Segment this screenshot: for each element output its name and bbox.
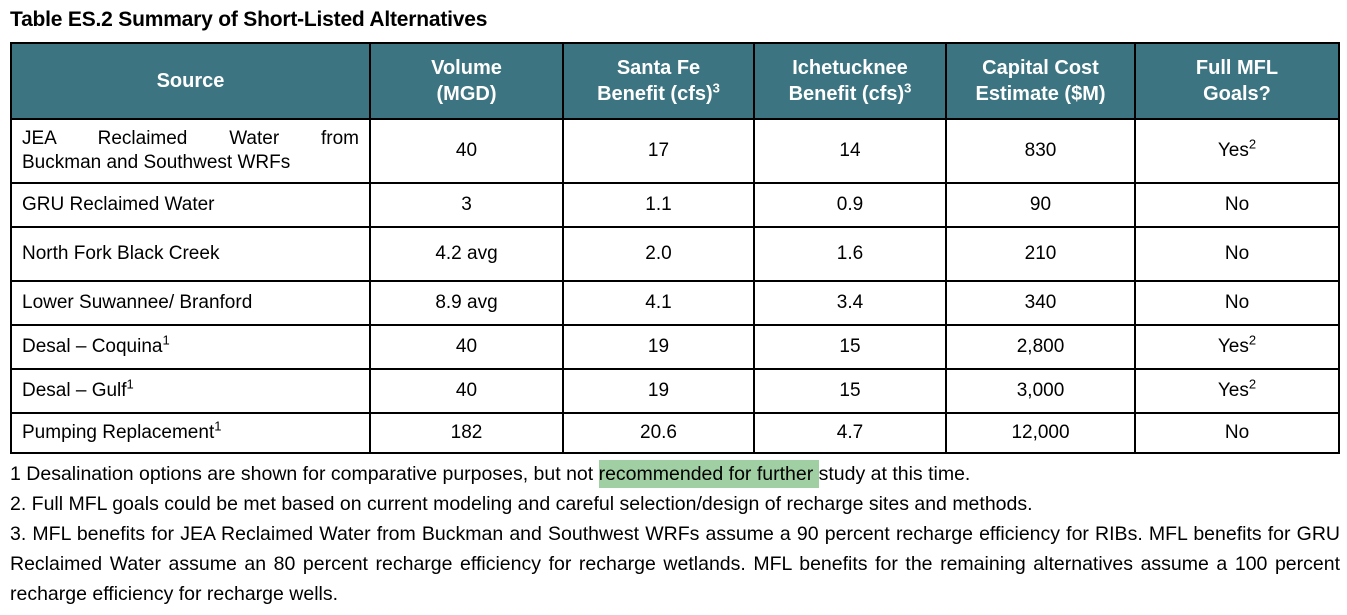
header-row: Source Volume (MGD) Santa Fe Benefit (cf… [10,42,1340,120]
santa-fe-benefit-cell: 19 [562,324,755,370]
header-label: Benefit (cfs)3 [788,80,912,105]
footnote-1-pre: 1 Desalination options are shown for com… [10,463,599,485]
table-body: JEA Reclaimed Water from Buckman and Sou… [10,118,1340,454]
header-label: Benefit (cfs)3 [597,80,720,105]
mfl-goals-cell: No [1134,182,1340,228]
table-row-desal-gulf: Desal – Gulf1 40 19 15 3,000 Yes2 [10,368,1340,414]
table-header: Source Volume (MGD) Santa Fe Benefit (cf… [10,42,1340,120]
table-row-jea-reclaimed: JEA Reclaimed Water from Buckman and Sou… [10,118,1340,184]
volume-cell: 40 [369,324,564,370]
source-text-line1: JEA Reclaimed Water from [22,128,359,149]
volume-cell: 40 [369,368,564,414]
footnote-2: 2. Full MFL goals could be met based on … [10,493,1033,515]
source-cell: Lower Suwannee/ Branford [10,280,371,326]
header-label: Ichetucknee [792,57,908,79]
santa-fe-benefit-cell: 19 [562,368,755,414]
capital-cost-cell: 90 [945,182,1136,228]
capital-cost-cell: 830 [945,118,1136,184]
table-row-pumping-replacement: Pumping Replacement1 182 20.6 4.7 12,000… [10,412,1340,454]
capital-cost-cell: 3,000 [945,368,1136,414]
footnotes-section: 1 Desalination options are shown for com… [10,459,1340,609]
source-cell: Pumping Replacement1 [10,412,371,454]
ichetucknee-benefit-cell: 0.9 [753,182,947,228]
source-cell: JEA Reclaimed Water from Buckman and Sou… [10,118,371,184]
column-header-santa-fe-benefit: Santa Fe Benefit (cfs)3 [562,42,755,120]
column-header-source: Source [10,42,371,120]
source-cell: Desal – Gulf1 [10,368,371,414]
volume-cell: 3 [369,182,564,228]
header-label: Full MFL [1195,57,1279,79]
capital-cost-cell: 340 [945,280,1136,326]
ichetucknee-benefit-cell: 15 [753,368,947,414]
header-label: Santa Fe [616,57,701,79]
header-label: Source [156,70,225,92]
header-label: Goals? [1203,83,1271,105]
source-cell: GRU Reclaimed Water [10,182,371,228]
footnote-1-post: study at this time. [818,463,971,485]
header-label: Capital Cost [982,57,1099,79]
table-row-desal-coquina: Desal – Coquina1 40 19 15 2,800 Yes2 [10,324,1340,370]
page-title: Table ES.2 Summary of Short-Listed Alter… [10,8,488,31]
column-header-ichetucknee-benefit: Ichetucknee Benefit (cfs)3 [753,42,947,120]
volume-cell: 8.9 avg [369,280,564,326]
source-cell: Desal – Coquina1 [10,324,371,370]
santa-fe-benefit-cell: 20.6 [562,412,755,454]
source-cell: North Fork Black Creek [10,226,371,282]
santa-fe-benefit-cell: 17 [562,118,755,184]
volume-cell: 182 [369,412,564,454]
mfl-goals-cell: No [1134,412,1340,454]
header-label: Volume [431,57,502,79]
mfl-goals-cell: Yes2 [1134,118,1340,184]
column-header-capital-cost: Capital Cost Estimate ($M) [945,42,1136,120]
table-row-lower-suwannee: Lower Suwannee/ Branford 8.9 avg 4.1 3.4… [10,280,1340,326]
mfl-goals-cell: Yes2 [1134,368,1340,414]
ichetucknee-benefit-cell: 14 [753,118,947,184]
volume-cell: 4.2 avg [369,226,564,282]
santa-fe-benefit-cell: 2.0 [562,226,755,282]
ichetucknee-benefit-cell: 15 [753,324,947,370]
mfl-goals-cell: No [1134,226,1340,282]
table-row-gru-reclaimed: GRU Reclaimed Water 3 1.1 0.9 90 No [10,182,1340,228]
capital-cost-cell: 12,000 [945,412,1136,454]
santa-fe-benefit-cell: 4.1 [562,280,755,326]
ichetucknee-benefit-cell: 1.6 [753,226,947,282]
footnote-1-highlight: recommended for further [598,460,819,488]
capital-cost-cell: 210 [945,226,1136,282]
header-label: (MGD) [436,83,497,105]
ichetucknee-benefit-cell: 3.4 [753,280,947,326]
mfl-goals-cell: Yes2 [1134,324,1340,370]
santa-fe-benefit-cell: 1.1 [562,182,755,228]
source-text-line2: Buckman and Southwest WRFs [22,152,291,173]
table-row-north-fork: North Fork Black Creek 4.2 avg 2.0 1.6 2… [10,226,1340,282]
mfl-goals-cell: No [1134,280,1340,326]
header-label: Estimate ($M) [975,83,1106,105]
ichetucknee-benefit-cell: 4.7 [753,412,947,454]
column-header-volume: Volume (MGD) [369,42,564,120]
volume-cell: 40 [369,118,564,184]
footnote-1: 1 Desalination options are shown for com… [10,459,1340,489]
column-header-full-mfl-goals: Full MFL Goals? [1134,42,1340,120]
footnote-3: 3. MFL benefits for JEA Reclaimed Water … [10,523,1340,605]
alternatives-table: Source Volume (MGD) Santa Fe Benefit (cf… [10,42,1340,454]
capital-cost-cell: 2,800 [945,324,1136,370]
